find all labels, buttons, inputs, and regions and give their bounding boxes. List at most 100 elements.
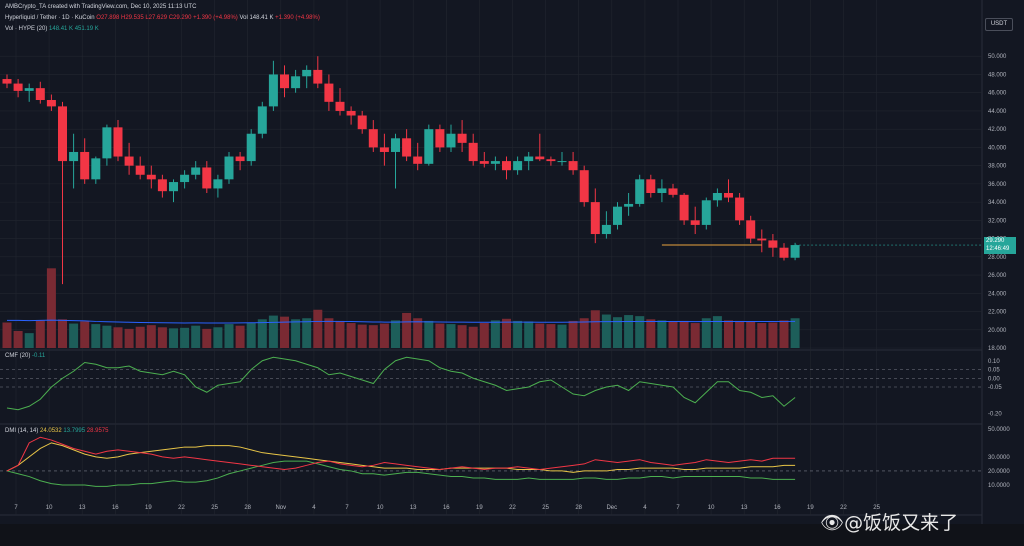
candle-body [457,133,467,143]
candle-body [468,142,478,162]
grid-lines [0,0,983,524]
time-tick-label: 4 [312,505,316,511]
candle-body [302,69,312,77]
price-tick-label: 20.000 [988,328,1007,334]
candle-body [191,167,201,175]
time-tick-label: 7 [345,505,349,511]
time-tick-label: 16 [112,505,119,511]
volume-bar [58,319,67,348]
candle-body [601,224,611,235]
volume-bar [435,323,445,348]
candle-body [69,151,79,162]
candle-body [313,69,323,84]
candle-body [157,179,167,192]
volume-bar [157,327,167,348]
volume-bar [613,317,622,348]
candle-body [357,115,367,130]
time-tick-label: 25 [873,505,880,511]
candle-body [535,156,545,160]
time-tick-label: 22 [840,505,847,511]
volume-bar [490,320,500,348]
axis-labels: 18.000 20.000 22.000 24.000 26.000 28.000 30.0… [14,54,1010,511]
candle-body [113,127,123,157]
cmf-value: -0.11 [32,353,46,359]
candle-body [257,106,267,134]
volume-bar [46,268,56,348]
candle-body [246,133,256,162]
volume-bar [169,328,178,348]
price-tick-label: 26.000 [988,273,1007,279]
candle-body [224,156,234,180]
cmf-tick-label: -0.05 [988,385,1002,391]
volume-bar [679,320,689,348]
volume-bar [557,324,567,348]
cmf-line [6,356,796,411]
volume-bar [24,333,34,348]
volume-bar [313,309,323,348]
volume-bar [246,322,256,348]
volume-bar [146,325,156,348]
volume-bar [790,318,800,348]
time-tick-label: 13 [741,505,748,511]
candle-body [557,161,567,163]
volume-bar [513,320,523,348]
time-tick-label: 25 [542,505,549,511]
volume-bar [357,324,367,348]
volume-bar [579,318,589,348]
candle-body [146,174,156,180]
candle-body [435,129,445,148]
dmi-adx-line [6,442,796,473]
candle-body [280,74,289,89]
time-tick-label: 25 [211,505,218,511]
ohlc-close: C29.290 [168,15,192,21]
symbol-legend[interactable]: Hyperliquid / Tether · 1D · KuCoin O27.8… [5,15,320,21]
candle-body [712,193,722,201]
volume-bar [69,323,79,348]
candle-body [479,161,489,164]
currency-button[interactable]: USDT [985,18,1013,31]
time-tick-label: 28 [244,505,251,511]
volume-legend[interactable]: Vol · HYPE (20) 148.41 K 451.19 K [5,26,99,32]
dmi-diminus-line [6,436,796,472]
price-tick-label: 40.000 [988,145,1007,151]
candle-body [335,101,345,111]
volume-bar [757,323,767,348]
candle-body [524,156,534,162]
cmf-legend[interactable]: CMF (20) -0.11 [5,353,45,359]
time-tick-label: 22 [178,505,185,511]
volume-bar [224,324,234,348]
candle-body [701,200,711,225]
volume-bar [502,318,511,348]
dmi-tick-label: 50.0000 [988,427,1010,433]
price-tick-label: 18.000 [988,346,1007,352]
time-tick-label: 19 [807,505,814,511]
candle-body [579,170,589,203]
volume-bar [2,322,12,348]
candle-body [546,159,556,162]
candle-body [368,129,378,148]
volume-bar [402,312,412,348]
price-candles [2,56,982,285]
volume-bar [546,324,556,348]
dmi-diminus-value: 28.9575 [86,428,109,434]
candle-body [624,203,634,207]
price-tick-label: 42.000 [988,127,1007,133]
dmi-adx-value: 24.0532 [40,428,62,434]
last-price-value: 29.290 [986,238,1005,244]
volume-bar [635,316,645,348]
dmi-legend[interactable]: DMI (14, 14) 24.0532 13.7995 28.9575 [5,428,108,434]
volume-bar [657,320,667,348]
price-tick-label: 36.000 [988,182,1007,188]
price-tick-label: 38.000 [988,164,1007,170]
time-tick-label: Dec [606,505,617,511]
volume-bar [368,325,378,348]
candle-body [379,147,389,152]
time-tick-label: 4 [643,505,647,511]
ohlc-open: O27.898 [96,15,120,21]
candle-body [402,138,412,157]
volume-bar [646,319,656,348]
volume-bar [701,318,711,348]
candle-body [80,151,90,180]
